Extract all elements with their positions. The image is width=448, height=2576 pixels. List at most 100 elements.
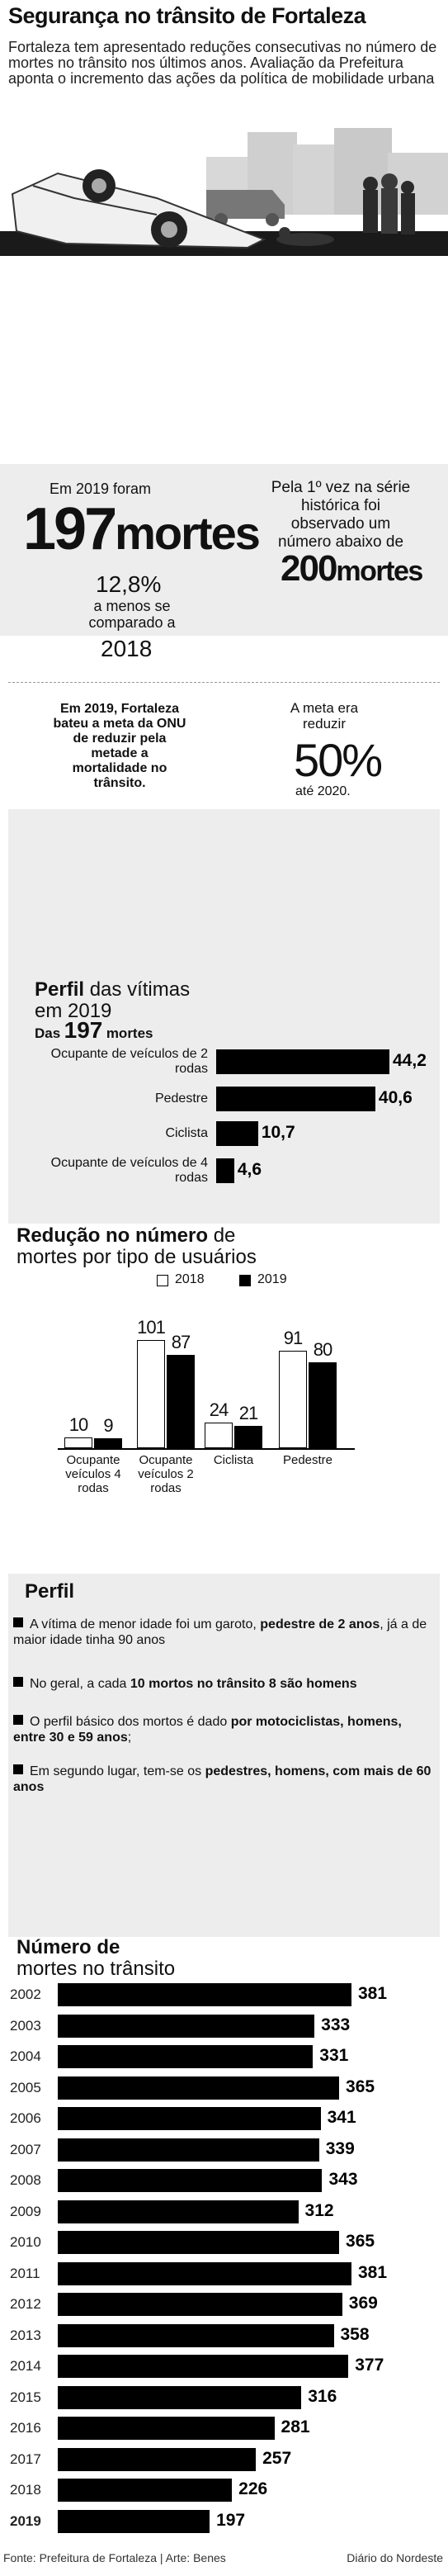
- stat-left-compare: a menos se comparado a: [88, 598, 176, 631]
- year-bar-value: 343: [328, 2170, 358, 2189]
- year-bar-value: 339: [325, 2138, 355, 2158]
- perfil-title: Perfil: [25, 1580, 75, 1603]
- perfil-vitimas-title-rest: das vítimas: [89, 978, 191, 1001]
- reducao-bar-value: 91: [283, 1327, 303, 1348]
- reducao-bar-value: 87: [171, 1331, 191, 1352]
- year-label: 2012: [10, 2296, 41, 2312]
- legend-swatch-2019: [239, 1275, 251, 1286]
- victim-bar: [216, 1121, 258, 1146]
- year-label: 2011: [10, 2265, 40, 2281]
- divider: [8, 682, 440, 683]
- year-bar-value: 257: [262, 2448, 292, 2468]
- year-bar: [58, 2045, 314, 2068]
- year-bar: [58, 1983, 351, 2006]
- perfil-item-text: A vítima de menor idade foi um garoto,: [30, 1617, 261, 1631]
- stat-left-year: 2018: [101, 636, 153, 661]
- year-label: 2015: [10, 2389, 41, 2405]
- victim-bar: [216, 1087, 375, 1111]
- perfil-item-bold: 10 mortos no trânsito 8 são homens: [130, 1677, 357, 1691]
- mortes-title-rest: mortes no trânsito: [17, 1958, 176, 1980]
- intro-text: Fortaleza tem apresentado reduções conse…: [8, 39, 437, 87]
- year-label: 2002: [10, 1986, 41, 2002]
- victim-category-label: Pedestre: [154, 1091, 208, 1106]
- perfil-vitimas-sub-pre: Das: [35, 1025, 61, 1041]
- stat-right-text: Pela 1º vez na série histórica foi obser…: [271, 479, 411, 551]
- year-label: 2004: [10, 2048, 41, 2064]
- reducao-bar-2018: [279, 1350, 307, 1448]
- perfil-vitimas-sub-post: mortes: [106, 1025, 153, 1041]
- page-title: Segurança no trânsito de Fortaleza: [8, 3, 366, 28]
- reducao-bar-2019: [309, 1362, 337, 1448]
- reducao-bar-value: 80: [313, 1339, 332, 1360]
- reducao-bar-2018: [64, 1437, 92, 1448]
- reducao-bar-2019: [94, 1438, 122, 1448]
- year-bar-value: 281: [281, 2417, 310, 2436]
- reducao-bar-2019: [167, 1354, 195, 1448]
- reducao-bar-2018: [205, 1422, 233, 1448]
- reducao-bar-value: 101: [137, 1316, 166, 1338]
- stat-right-num: 200: [281, 548, 337, 589]
- year-label: 2005: [10, 2079, 41, 2095]
- victim-bar: [216, 1049, 389, 1074]
- reducao-bar-2018: [137, 1339, 165, 1448]
- perfil-item-tail: , já a de maior idade tinha 90 anos: [13, 1617, 427, 1647]
- year-label: 2013: [10, 2327, 41, 2343]
- year-bar: [58, 2417, 275, 2440]
- year-bar: [58, 2479, 233, 2502]
- victims-bar-chart: Ocupante de veículos de 2 rodas 44,2 Pedes…: [0, 1042, 448, 1224]
- perfil-item: O perfil básico dos mortos é dado por mo…: [13, 1714, 434, 1745]
- year-bar-value: 365: [346, 2232, 375, 2251]
- perfil-vitimas-title: Perfil das vítimas em 2019: [35, 979, 190, 1022]
- year-bar-value: 197: [216, 2510, 246, 2530]
- victim-category-label: Ciclista: [165, 1126, 208, 1140]
- perfil-item: Em segundo lugar, tem-se os pedestres, h…: [13, 1764, 434, 1795]
- year-bar: [58, 2200, 299, 2223]
- bullet-square-icon: [13, 1764, 23, 1774]
- year-label: 2003: [10, 2017, 41, 2034]
- stats-panel: [0, 464, 448, 636]
- year-bar: [58, 2293, 342, 2316]
- perfil-item-text: Em segundo lugar, tem-se os: [30, 1764, 205, 1778]
- year-label: 2016: [10, 2420, 41, 2436]
- footer-brand: Diário do Nordeste: [347, 2551, 443, 2564]
- year-bar-value: 369: [348, 2294, 378, 2313]
- stat-left-pct: 12,8%: [96, 571, 162, 597]
- year-bar: [58, 2261, 351, 2285]
- year-bar-value: 312: [304, 2200, 334, 2220]
- perfil-vitimas-panel: [8, 809, 440, 1224]
- perfil-item: A vítima de menor idade foi um garoto, p…: [13, 1617, 434, 1648]
- reducao-bar-value: 9: [103, 1415, 113, 1437]
- reducao-category-label: Ocupante veículos 4 rodas: [65, 1453, 121, 1495]
- year-bar: [58, 2323, 334, 2347]
- victim-bar-value: 10,7: [261, 1123, 295, 1142]
- stat-left-number: 197mortes: [23, 495, 261, 563]
- mortes-title-bold: Número de: [17, 1936, 120, 1958]
- reducao-title-rest: de: [213, 1224, 236, 1247]
- onu-text: Em 2019, Fortaleza bateu a meta da ONU d…: [53, 702, 186, 790]
- stat-right-number: 200mortes: [281, 548, 423, 590]
- meta-pre: A meta era reduzir: [290, 700, 359, 732]
- year-bar: [58, 2014, 315, 2038]
- year-label: 2009: [10, 2203, 41, 2219]
- year-label: 2010: [10, 2234, 41, 2250]
- stat-right-unit: mortes: [336, 556, 423, 587]
- year-bar-value: 333: [321, 2015, 351, 2034]
- accident-illustration: [0, 128, 448, 256]
- legend-label-2018: 2018: [175, 1272, 205, 1286]
- victim-bar-value: 44,2: [393, 1051, 427, 1070]
- perfil-item-bold: por motociclistas, homens, entre 30 e 59…: [13, 1715, 402, 1745]
- reducao-title-bold: Redução no número: [17, 1224, 209, 1247]
- victim-bar: [216, 1158, 234, 1183]
- bullet-square-icon: [13, 1677, 23, 1687]
- year-bar: [58, 2107, 321, 2130]
- mortes-chart: 2002 381 2003 333 2004 331 2005 365 2006 341 2007 3…: [0, 1980, 448, 2550]
- perfil-item-text: No geral, a cada: [30, 1677, 130, 1691]
- perfil-panel: [8, 1574, 440, 1937]
- perfil-vitimas-subtitle: Das 197 mortes: [35, 1017, 153, 1044]
- year-bar: [58, 2169, 323, 2192]
- year-bar-value: 381: [358, 1984, 388, 2003]
- reducao-chart: 2018 2019 10 9 Ocupante veículos 4 rodas 101 8…: [0, 1268, 448, 1565]
- victim-category-label: Ocupante de veículos de 4 rodas: [50, 1156, 208, 1185]
- reducao-category-label: Ciclista: [213, 1453, 254, 1467]
- perfil-vitimas-sub-num: 197: [64, 1017, 103, 1043]
